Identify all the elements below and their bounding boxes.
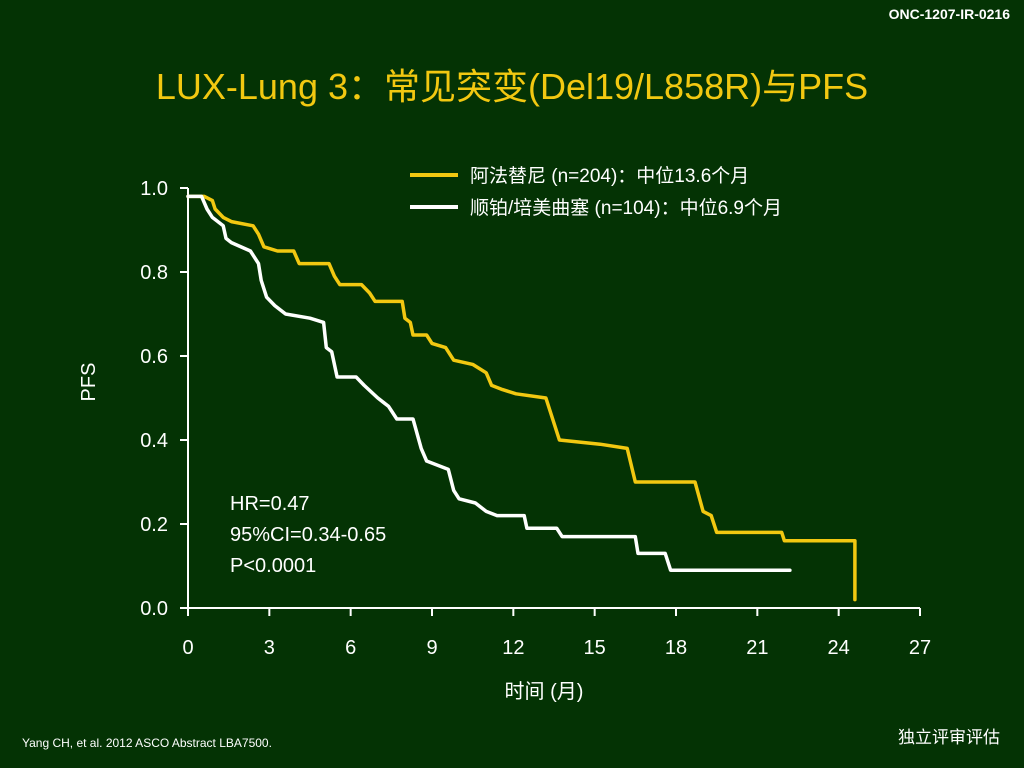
chart-curves [186,194,857,602]
x-tick-label: 3 [264,637,275,659]
afatinib-curve [186,194,857,602]
annotation-text: HR=0.47 [230,493,310,515]
x-tick-label: 9 [426,637,437,659]
review-note: 独立评审评估 [898,728,1000,747]
document-code: ONC-1207-IR-0216 [888,6,1010,22]
y-tick-label: 1.0 [140,178,168,200]
chart-axes: 0.0 0.2 0.4 0.6 0.8 1.0 0 3 6 9 12 15 18 21 24 27 时间 (月)… [78,178,931,703]
y-tick-label: 0.0 [140,598,168,620]
chart-annotations: HR=0.47 95%CI=0.34-0.65 P<0.0001 [230,493,386,577]
y-tick-label: 0.2 [140,514,168,536]
x-tick-label: 27 [909,637,931,659]
legend-label: 阿法替尼 (n=204)：中位13.6个月 [470,165,749,187]
y-axis-title: PFS [78,363,100,402]
legend-label: 顺铂/培美曲塞 (n=104)：中位6.9个月 [470,197,782,219]
x-tick-label: 6 [345,637,356,659]
x-tick-label: 0 [182,637,193,659]
y-tick-label: 0.4 [140,430,168,452]
cisplatin-pemetrexed-curve [186,194,792,572]
y-tick-label: 0.6 [140,346,168,368]
reference-text: Yang CH, et al. 2012 ASCO Abstract LBA75… [22,736,272,750]
x-tick-label: 18 [665,637,687,659]
x-tick-label: 24 [828,637,850,659]
x-tick-label: 21 [746,637,768,659]
x-tick-label: 15 [584,637,606,659]
y-tick-label: 0.8 [140,262,168,284]
x-tick-label: 12 [502,637,524,659]
annotation-text: P<0.0001 [230,555,316,577]
slide-title: LUX-Lung 3：常见突变(Del19/L858R)与PFS [155,66,869,107]
x-axis-title: 时间 (月) [505,680,584,703]
annotation-text: 95%CI=0.34-0.65 [230,524,386,546]
